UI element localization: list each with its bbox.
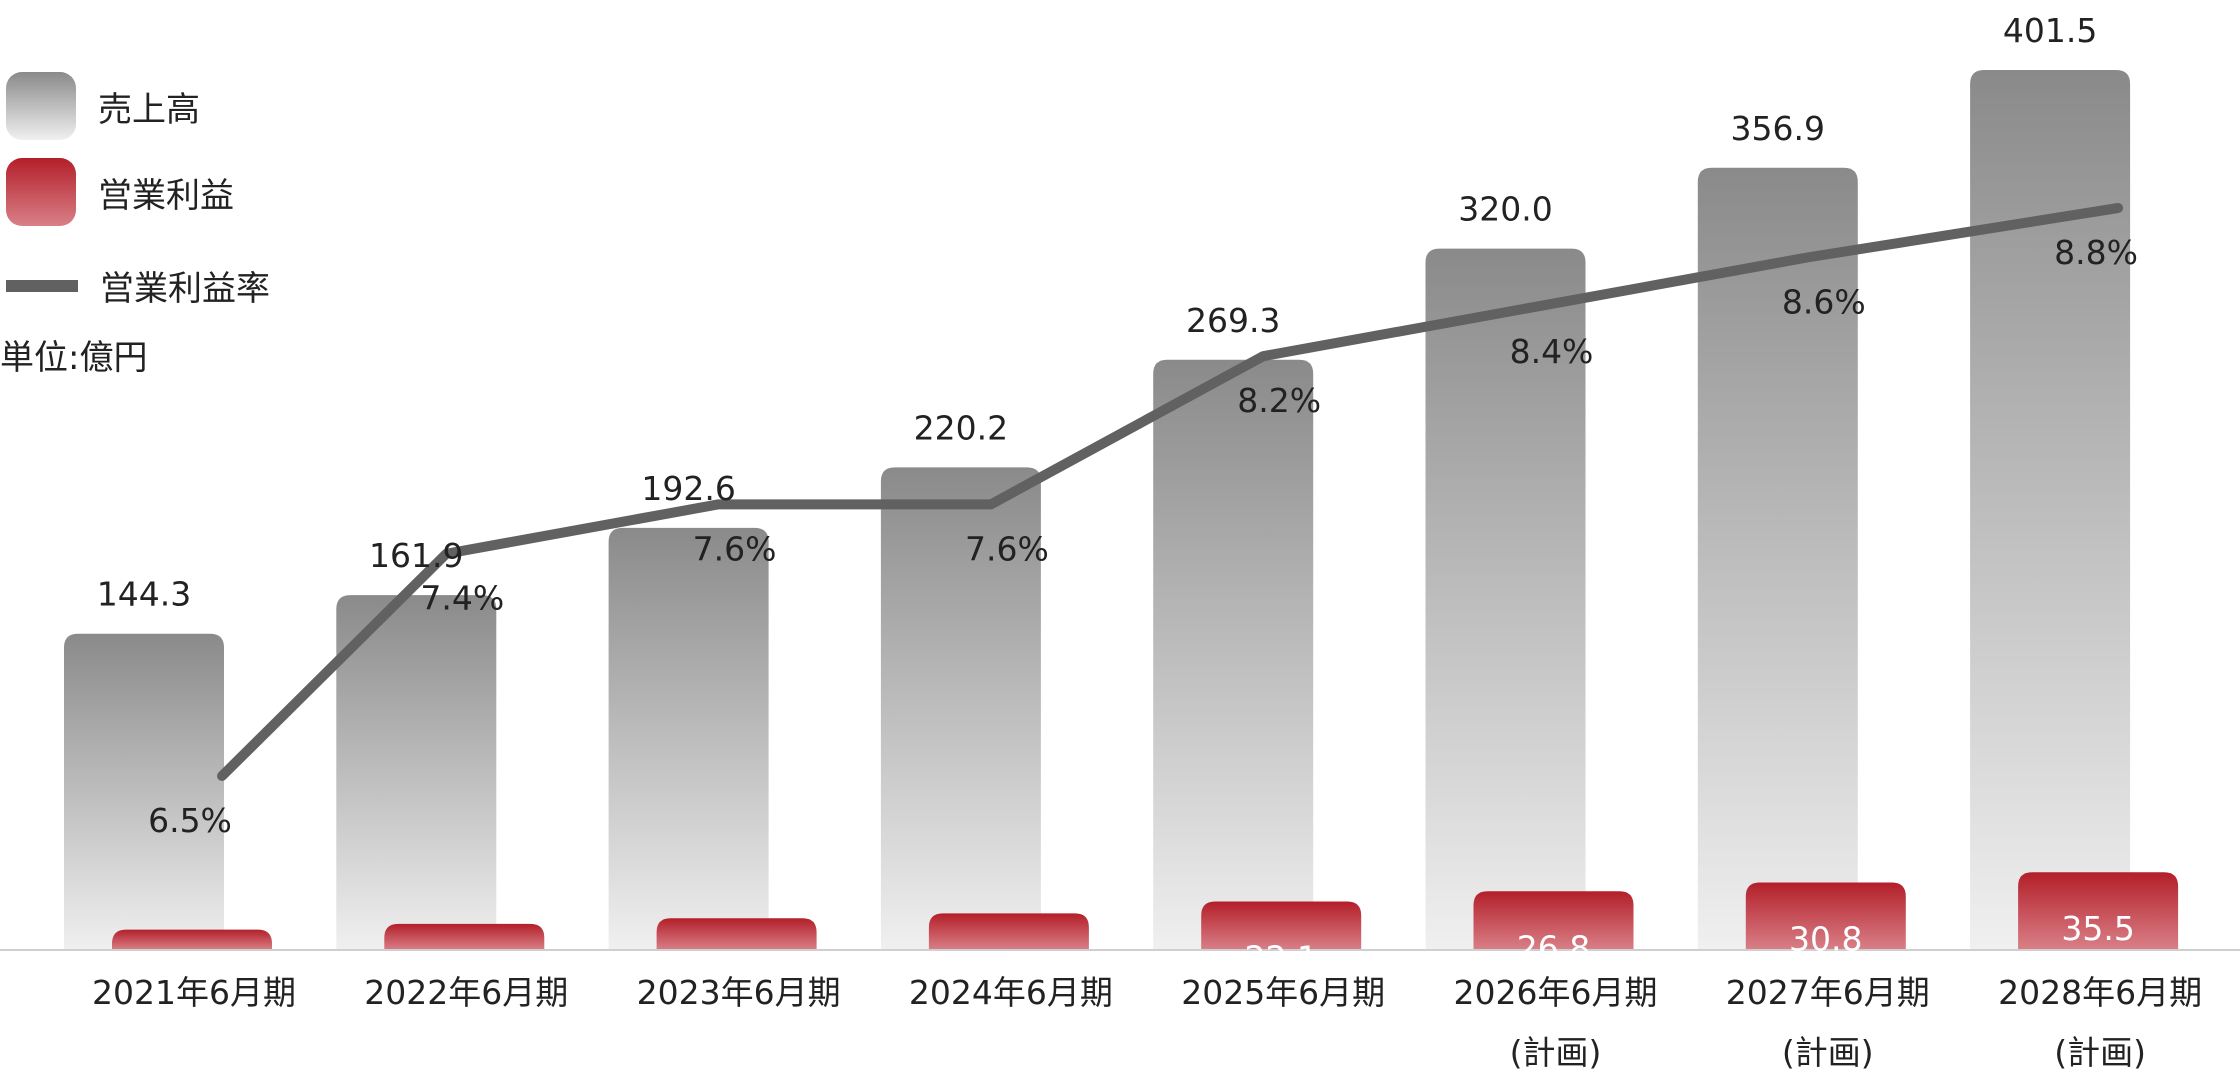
operating-profit-bar	[928, 913, 1089, 950]
sales-value-label: 144.3	[97, 575, 191, 614]
x-tick-label: 2021年6月期	[92, 973, 296, 1012]
data-labels: 144.3 9.3 6.5% 161.9 11.9 7.4% 192.6 14.5 7.6% 22…	[97, 11, 2138, 1006]
legend-item-operating-profit: 営業利益	[6, 158, 234, 226]
sales-value-label: 320.0	[1458, 190, 1552, 229]
x-tick-label: 2027年6月期	[1726, 973, 1930, 1012]
margin-value-label: 8.2%	[1237, 381, 1321, 420]
operating-profit-value-label: 11.9	[428, 961, 501, 1000]
operating-profit-bars	[112, 872, 2179, 950]
sales-bar	[336, 595, 497, 950]
operating-profit-bar	[384, 923, 545, 950]
sales-bar	[1970, 70, 2131, 950]
operating-profit-value-label: 22.1	[1244, 939, 1317, 978]
margin-value-label: 7.4%	[420, 579, 504, 618]
x-tick-label: 2023年6月期	[637, 973, 841, 1012]
operating-profit-bar	[1745, 882, 1906, 950]
sales-bar	[64, 633, 224, 950]
legend-label-operating-profit: 営業利益	[98, 175, 234, 216]
margin-value-label: 7.6%	[965, 529, 1049, 568]
operating-profit-bar	[656, 918, 817, 950]
x-tick-label: (計画)	[1510, 1033, 1602, 1072]
operating-profit-bar	[1473, 891, 1634, 950]
operating-profit-bar	[112, 929, 272, 950]
x-tick-label: 2026年6月期	[1454, 973, 1658, 1012]
sales-value-label: 161.9	[369, 536, 463, 575]
x-tick-label: 2028年6月期	[1998, 973, 2202, 1012]
sales-value-label: 192.6	[641, 469, 735, 508]
legend-label-sales: 売上高	[98, 89, 200, 130]
legend-swatch-sales	[6, 72, 76, 140]
legend-item-sales: 売上高	[6, 72, 200, 140]
x-axis-tick-labels: 2021年6月期 2022年6月期 2023年6月期 2024年6月期 2025年6月期…	[92, 973, 2202, 1072]
margin-line-series	[217, 203, 2124, 781]
operating-profit-value-label: 30.8	[1789, 919, 1862, 958]
operating-profit-value-label: 35.5	[2061, 909, 2134, 948]
x-tick-label: (計画)	[2054, 1033, 2146, 1072]
sales-bar	[1697, 167, 1858, 950]
operating-profit-value-label: 14.5	[700, 955, 773, 994]
sales-value-label: 220.2	[914, 408, 1008, 447]
unit-label: 単位:億円	[0, 338, 148, 378]
margin-value-label: 6.5%	[148, 801, 232, 840]
margin-line	[217, 203, 2124, 781]
x-tick-label: 2024年6月期	[909, 973, 1113, 1012]
margin-value-label: 8.8%	[2054, 233, 2138, 272]
sales-bar	[1153, 359, 1314, 950]
operating-profit-bar	[1201, 901, 1362, 950]
operating-profit-bar	[2018, 872, 2179, 950]
sales-bars	[64, 70, 2131, 951]
sales-value-label: 401.5	[2003, 11, 2097, 50]
legend-label-margin: 営業利益率	[100, 269, 270, 309]
legend-swatch-margin-line	[6, 279, 78, 292]
margin-value-label: 8.6%	[1782, 282, 1866, 321]
x-tick-label: (計画)	[1782, 1033, 1874, 1072]
sales-value-label: 356.9	[1731, 109, 1825, 148]
operating-profit-value-label: 16.7	[972, 950, 1045, 989]
x-tick-label: 2025年6月期	[1181, 973, 1385, 1012]
sales-value-label: 269.3	[1186, 301, 1280, 340]
legend-swatch-operating-profit	[6, 158, 76, 226]
legend-item-margin: 営業利益率	[6, 261, 270, 310]
sales-bar	[1425, 248, 1586, 951]
x-tick-label: 2022年6月期	[364, 973, 568, 1012]
operating-profit-value-label: 9.3	[166, 967, 218, 1006]
operating-profit-value-label: 26.8	[1517, 928, 1590, 967]
sales-bar	[880, 467, 1041, 950]
margin-value-label: 8.4%	[1510, 332, 1594, 371]
sales-bar	[608, 527, 769, 950]
margin-value-label: 7.6%	[693, 529, 777, 568]
